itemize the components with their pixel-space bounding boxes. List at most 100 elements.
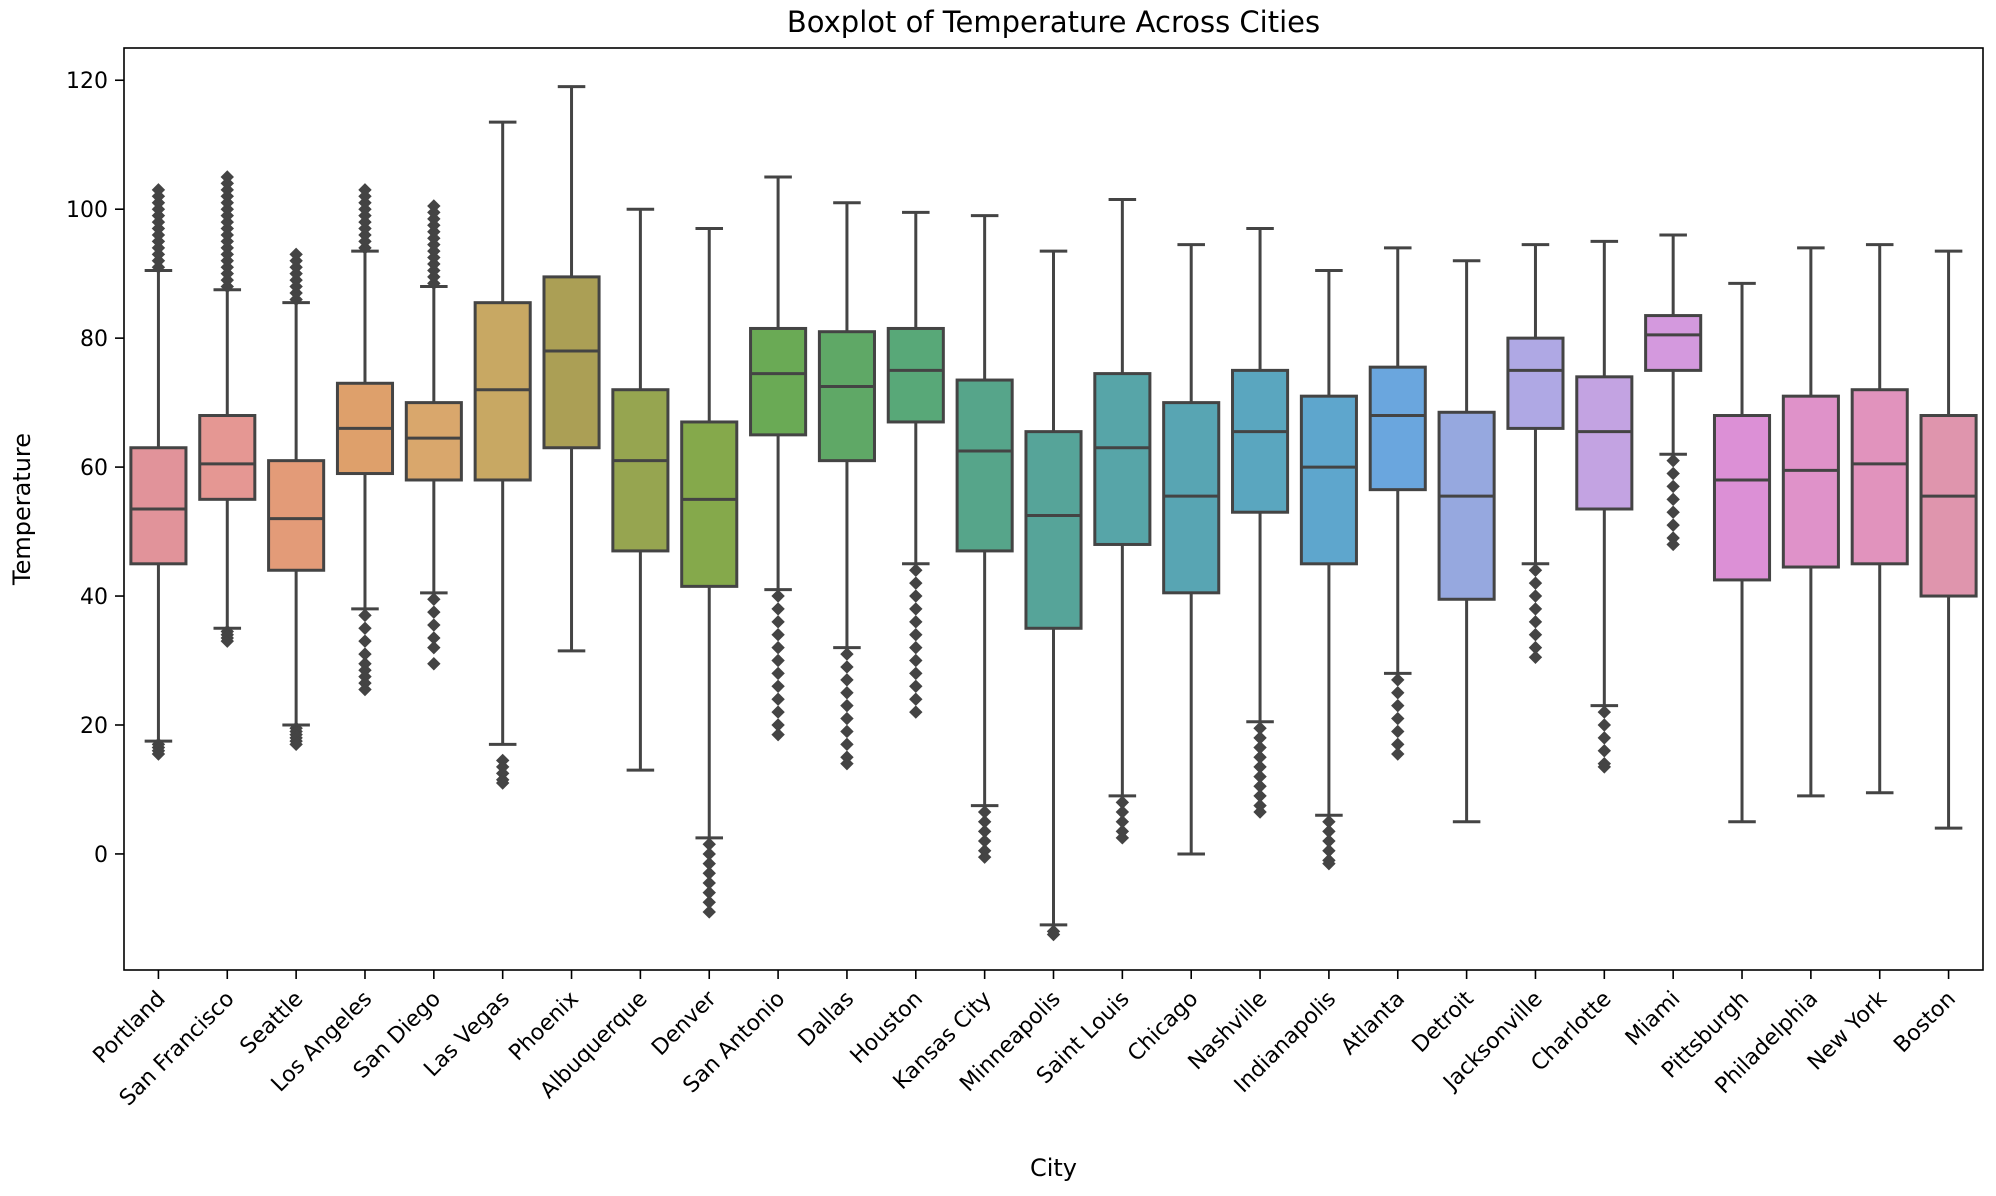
box-group-denver bbox=[680, 227, 739, 919]
outlier-point bbox=[840, 756, 854, 771]
y-tick-label: 0 bbox=[94, 843, 108, 868]
outlier-point bbox=[427, 657, 441, 671]
outlier-point bbox=[840, 686, 854, 700]
box bbox=[1299, 394, 1358, 566]
box bbox=[955, 378, 1014, 553]
outlier-point bbox=[358, 621, 372, 635]
outlier-point bbox=[1046, 927, 1061, 942]
outlier-point bbox=[771, 589, 785, 603]
x-axis-title: City bbox=[1030, 1154, 1077, 1182]
outlier-point bbox=[289, 247, 303, 262]
outlier-point bbox=[1391, 711, 1405, 726]
box bbox=[1781, 394, 1840, 569]
box-group-miami bbox=[1644, 233, 1703, 552]
outlier-point bbox=[1528, 576, 1543, 590]
outlier-point bbox=[495, 776, 510, 790]
outlier-point bbox=[427, 199, 441, 213]
outlier-point bbox=[771, 653, 785, 668]
outlier-point bbox=[1666, 466, 1680, 481]
box bbox=[1919, 414, 1978, 598]
outlier-point bbox=[1391, 673, 1405, 687]
box-group-atlanta bbox=[1368, 246, 1427, 761]
outlier-point bbox=[427, 618, 441, 632]
box bbox=[1093, 372, 1152, 546]
box-group-los-angeles bbox=[335, 183, 395, 697]
box-group-san-diego bbox=[404, 199, 463, 671]
chart-title: Boxplot of Temperature Across Cities bbox=[787, 5, 1320, 39]
outlier-point bbox=[840, 724, 854, 739]
outlier-point bbox=[909, 640, 923, 655]
box-group-seattle bbox=[267, 247, 326, 752]
outlier-point bbox=[840, 660, 854, 674]
outlier-point bbox=[427, 640, 441, 655]
y-axis-title: Temperature bbox=[8, 433, 36, 586]
box-group-nashville bbox=[1231, 227, 1290, 819]
box-group-detroit bbox=[1437, 259, 1496, 824]
outlier-point bbox=[909, 563, 923, 577]
box bbox=[749, 326, 808, 437]
outlier-point bbox=[909, 679, 923, 694]
box-group-kansas-city bbox=[955, 214, 1014, 864]
y-tick-label: 40 bbox=[80, 585, 108, 610]
outlier-point bbox=[1666, 453, 1680, 468]
outlier-point bbox=[1391, 686, 1405, 700]
box bbox=[198, 414, 257, 501]
box-group-minneapolis bbox=[1024, 249, 1083, 942]
box-group-san-antonio bbox=[749, 175, 808, 742]
outlier-point bbox=[1597, 744, 1612, 758]
outlier-point bbox=[771, 692, 785, 706]
box-group-albuquerque bbox=[611, 207, 670, 772]
outlier-point bbox=[1528, 563, 1543, 577]
outlier-point bbox=[909, 666, 923, 681]
outlier-point bbox=[1115, 831, 1130, 845]
outlier-point bbox=[840, 737, 854, 752]
outlier-point bbox=[1391, 747, 1405, 761]
outlier-point bbox=[1666, 505, 1680, 519]
outlier-point bbox=[909, 615, 923, 629]
outlier-point bbox=[771, 602, 785, 616]
outlier-point bbox=[1528, 615, 1543, 629]
outlier-point bbox=[771, 615, 785, 629]
outlier-point bbox=[909, 692, 923, 706]
outlier-point bbox=[1528, 628, 1543, 642]
y-tick-label: 100 bbox=[66, 198, 108, 223]
outlier-point bbox=[358, 608, 372, 623]
box-group-portland bbox=[129, 183, 188, 761]
outlier-point bbox=[1391, 724, 1405, 739]
box bbox=[542, 275, 601, 450]
outlier-point bbox=[220, 170, 234, 184]
outlier-point bbox=[771, 640, 785, 655]
box-group-philadelphia bbox=[1781, 246, 1840, 798]
box-group-new-york bbox=[1850, 243, 1909, 795]
box-group-charlotte bbox=[1575, 239, 1634, 774]
box bbox=[1162, 401, 1221, 595]
outlier-point bbox=[1666, 492, 1680, 507]
outlier-point bbox=[1666, 479, 1680, 494]
plot-area bbox=[129, 85, 1978, 942]
outlier-point bbox=[909, 589, 923, 603]
box bbox=[1231, 368, 1290, 514]
box-group-boston bbox=[1919, 249, 1978, 830]
outlier-point bbox=[702, 905, 716, 919]
box bbox=[1712, 414, 1772, 582]
outlier-point bbox=[771, 705, 785, 719]
box bbox=[267, 459, 326, 572]
outlier-point bbox=[771, 666, 785, 681]
box bbox=[1024, 430, 1083, 630]
outlier-point bbox=[909, 576, 923, 590]
outlier-point bbox=[840, 647, 854, 661]
box bbox=[1850, 388, 1909, 566]
outlier-point bbox=[1253, 805, 1267, 819]
box bbox=[404, 401, 463, 482]
outlier-point bbox=[909, 602, 923, 616]
box-group-phoenix bbox=[542, 85, 601, 653]
outlier-point bbox=[1666, 537, 1680, 552]
outlier-point bbox=[289, 737, 303, 752]
outlier-point bbox=[358, 183, 372, 197]
outlier-point bbox=[840, 698, 854, 713]
box-group-san-francisco bbox=[198, 170, 257, 648]
outlier-point bbox=[909, 705, 923, 719]
box-group-chicago bbox=[1162, 243, 1221, 856]
